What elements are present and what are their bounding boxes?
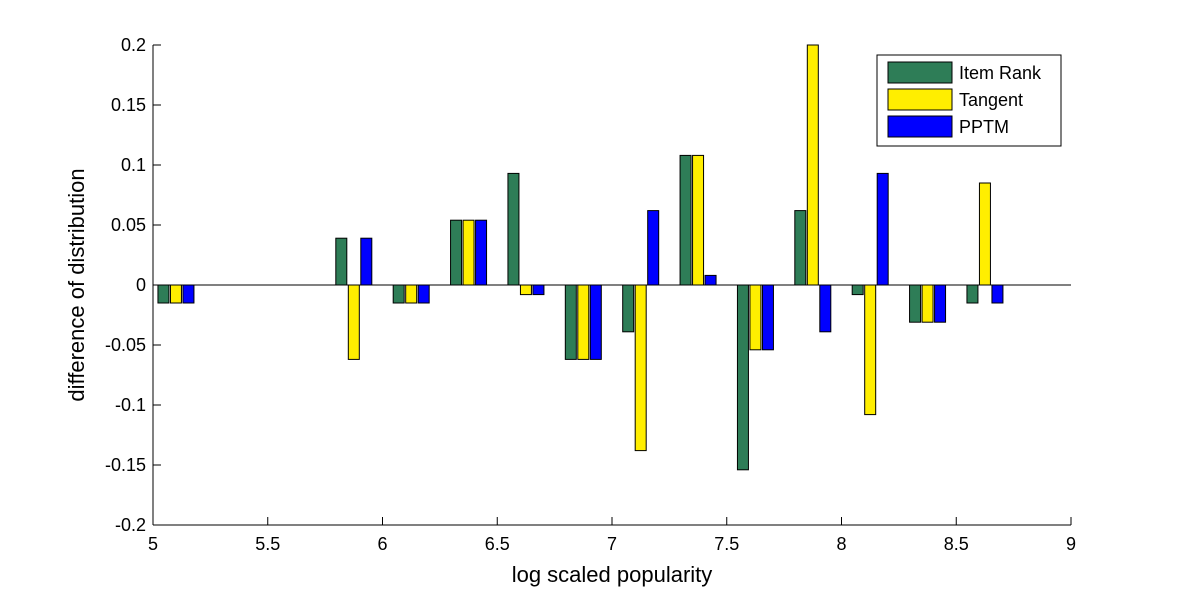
bar-item-rank-13: [909, 284, 922, 323]
bar-pptm-7: [589, 284, 602, 360]
x-tick-label: 6.5: [485, 534, 510, 554]
legend-label: Item Rank: [959, 63, 1042, 83]
bar-pptm-12: [876, 172, 889, 286]
x-axis-label: log scaled popularity: [512, 562, 713, 587]
x-tick-label: 8.5: [944, 534, 969, 554]
bar-tangent-9: [692, 154, 705, 286]
bar-pptm-4: [417, 284, 430, 304]
bar-item-rank-9: [679, 154, 692, 286]
x-tick-label: 9: [1066, 534, 1076, 554]
bar-tangent-0: [169, 284, 182, 304]
bar-tangent-14: [978, 182, 991, 286]
legend-swatch-item-rank: [887, 61, 953, 84]
bar-pptm-3: [360, 237, 373, 286]
bar-pptm-13: [934, 284, 947, 323]
x-tick-label: 7: [607, 534, 617, 554]
bar-tangent-12: [864, 284, 877, 416]
y-tick-label: 0.2: [121, 35, 146, 55]
legend: Item Rank Tangent PPTM: [876, 54, 1062, 147]
y-tick-label: -0.05: [105, 335, 146, 355]
y-tick-label: -0.15: [105, 455, 146, 475]
bar-pptm-6: [532, 284, 545, 296]
axes-layer: 5 5.5 6 6.5 7 7.5 8 8.5 9 -0.2 -0.15 -0.1 -0.05 0 0.05…: [105, 35, 1076, 554]
bar-item-rank-8: [622, 284, 635, 333]
y-tick-label: -0.2: [115, 515, 146, 535]
y-tick-label: -0.1: [115, 395, 146, 415]
legend-swatch-pptm: [887, 115, 953, 138]
x-tick-label: 5.5: [255, 534, 280, 554]
bar-item-rank-10: [736, 284, 749, 471]
bar-tangent-4: [405, 284, 418, 304]
bar-tangent-8: [634, 284, 647, 452]
bar-tangent-5: [462, 219, 475, 286]
bar-item-rank-11: [794, 210, 807, 286]
bar-item-rank-0: [157, 284, 170, 304]
x-tick-label: 8: [836, 534, 846, 554]
bar-item-rank-6: [507, 172, 520, 286]
bar-pptm-10: [761, 284, 774, 351]
bar-item-rank-14: [966, 284, 979, 304]
legend-label: PPTM: [959, 117, 1009, 137]
bar-tangent-13: [921, 284, 934, 323]
bar-tangent-6: [519, 284, 532, 296]
bar-tangent-10: [749, 284, 762, 351]
bar-pptm-5: [475, 219, 488, 286]
bar-pptm-0: [182, 284, 195, 304]
y-tick-label: 0.15: [111, 95, 146, 115]
bar-item-rank-12: [851, 284, 864, 296]
bar-pptm-8: [647, 210, 660, 286]
x-tick-label: 7.5: [714, 534, 739, 554]
bar-pptm-11: [819, 284, 832, 333]
legend-swatch-tangent: [887, 88, 953, 111]
y-axis-label: difference of distribution: [64, 168, 89, 401]
bar-item-rank-7: [564, 284, 577, 360]
y-tick-label: 0.05: [111, 215, 146, 235]
y-tick-label: 0.1: [121, 155, 146, 175]
bar-item-rank-3: [335, 237, 348, 286]
y-tick-label: 0: [136, 275, 146, 295]
bar-pptm-14: [991, 284, 1004, 304]
x-tick-label: 5: [148, 534, 158, 554]
x-tick-label: 6: [377, 534, 387, 554]
legend-label: Tangent: [959, 90, 1023, 110]
bar-tangent-11: [806, 44, 819, 286]
bar-tangent-7: [577, 284, 590, 360]
bar-tangent-3: [347, 284, 360, 360]
bar-item-rank-5: [450, 219, 463, 286]
bar-pptm-9: [704, 274, 717, 286]
bar-item-rank-4: [392, 284, 405, 304]
